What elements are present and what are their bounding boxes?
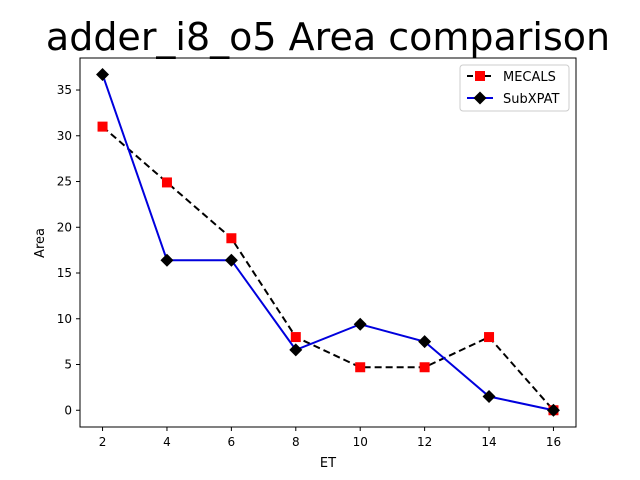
x-axis-label: ET	[320, 456, 336, 471]
y-tick-label: 15	[57, 266, 72, 280]
data-point	[355, 362, 366, 373]
series-mecals	[97, 121, 559, 416]
y-axis: 0 5 10 15 20 25 30 35	[57, 83, 80, 417]
y-tick-label: 0	[64, 403, 72, 417]
data-point	[226, 233, 237, 244]
x-tick-label: 10	[353, 435, 368, 449]
legend: MECALS SubXPAT	[459, 64, 570, 112]
plot-area	[79, 57, 577, 428]
legend-marker	[475, 71, 485, 81]
legend-label: MECALS	[503, 70, 556, 85]
y-tick-label: 5	[64, 358, 72, 372]
x-tick-label: 16	[546, 435, 561, 449]
y-tick-label: 25	[57, 175, 72, 189]
data-point	[546, 403, 560, 417]
legend-item: SubXPAT	[467, 91, 560, 107]
data-point	[484, 332, 495, 343]
data-point	[289, 343, 303, 357]
legend-item: MECALS	[467, 70, 556, 85]
x-tick-label: 2	[99, 435, 107, 449]
data-point	[96, 67, 110, 81]
y-tick-label: 20	[57, 220, 72, 234]
x-axis: 2 4 6 8 10 12 14 16	[99, 427, 561, 449]
x-tick-label: 12	[417, 435, 432, 449]
data-point	[353, 317, 367, 331]
data-point	[160, 253, 174, 267]
data-point	[418, 335, 432, 349]
data-point	[161, 177, 172, 188]
x-tick-label: 4	[163, 435, 171, 449]
series-line	[101, 125, 555, 411]
legend-marker	[473, 91, 487, 105]
data-point	[482, 390, 496, 404]
y-tick-label: 30	[57, 129, 72, 143]
series-subxpat	[96, 67, 560, 417]
series-layer	[96, 67, 560, 417]
x-tick-label: 6	[228, 435, 236, 449]
data-point	[419, 362, 430, 373]
data-point	[97, 121, 108, 132]
chart-title: adder_i8_o5 Area comparison	[46, 15, 610, 59]
x-tick-label: 14	[481, 435, 496, 449]
series-line	[101, 74, 554, 412]
data-point	[290, 332, 301, 343]
data-point	[224, 253, 238, 267]
x-tick-label: 8	[292, 435, 300, 449]
y-tick-label: 35	[57, 83, 72, 97]
legend-label: SubXPAT	[503, 92, 560, 107]
y-tick-label: 10	[57, 312, 72, 326]
y-axis-label: Area	[33, 228, 48, 258]
